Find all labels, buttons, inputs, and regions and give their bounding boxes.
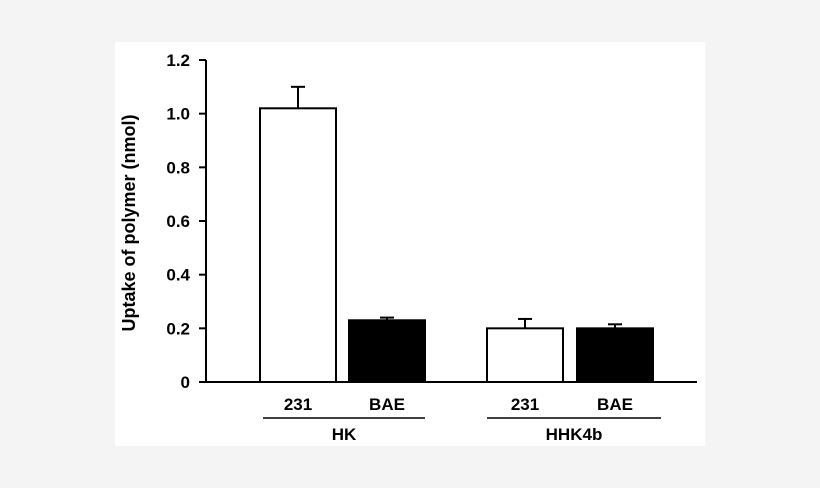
bar [348, 319, 426, 383]
y-ticks: 0 0.2 0.4 0.6 0.8 1.0 1.2 [166, 51, 206, 392]
bars [259, 107, 654, 384]
chart-panel: Uptake of polymer (nmol) 0 0.2 0.4 0.6 0.8 1.… [115, 42, 705, 446]
y-axis-label: Uptake of polymer (nmol) [119, 114, 139, 331]
y-tick-label: 0.8 [166, 158, 190, 177]
y-tick-label: 1.0 [166, 105, 190, 124]
group-labels: HK HHK4b [263, 417, 661, 444]
y-tick-label: 0.6 [166, 212, 190, 231]
bar [576, 327, 654, 384]
bar-chart: Uptake of polymer (nmol) 0 0.2 0.4 0.6 0.8 1.… [119, 51, 697, 444]
bar [486, 327, 564, 384]
y-tick-label: 1.2 [166, 51, 190, 70]
y-tick-label: 0.4 [166, 266, 190, 285]
y-tick-label: 0 [181, 373, 190, 392]
y-tick-label: 0.2 [166, 319, 190, 338]
category-label: 231 [284, 395, 312, 414]
group-label: HHK4b [546, 425, 603, 444]
error-bars [291, 85, 622, 329]
category-labels: 231 BAE 231 BAE [284, 395, 633, 414]
category-label: BAE [369, 395, 405, 414]
group-label: HK [332, 425, 357, 444]
bar [259, 107, 337, 384]
category-label: BAE [597, 395, 633, 414]
category-label: 231 [511, 395, 539, 414]
